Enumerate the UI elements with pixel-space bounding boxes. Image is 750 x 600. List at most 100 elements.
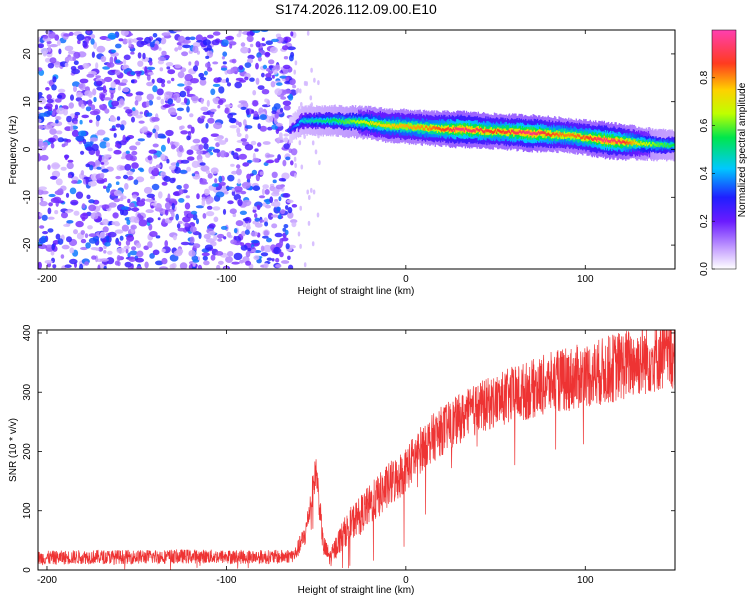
noise-blob [271, 258, 275, 262]
noise-blob [191, 173, 196, 177]
ridge-cell [311, 119, 314, 122]
noise-blob [149, 231, 158, 237]
noise-blob [88, 233, 97, 238]
ridge-cell [461, 127, 463, 131]
ridge-cell [357, 120, 359, 126]
noise-blob [71, 68, 80, 75]
noise-blob [100, 172, 105, 179]
noise-blob [135, 94, 142, 102]
noise-blob [38, 112, 48, 117]
ridge-cell [607, 139, 610, 143]
noise-blob [55, 233, 61, 240]
noise-blob [115, 123, 122, 128]
ridge-cell [493, 130, 496, 133]
noise-blob [81, 203, 86, 209]
colorbar-ticks: 0.0 0.2 0.4 0.6 0.8 [699, 70, 715, 276]
spectrogram-ylabel: Frequency (Hz) [8, 116, 19, 185]
noise-blob [265, 76, 273, 82]
noise-blob [55, 178, 63, 186]
ridge-cell [503, 131, 505, 134]
snr-ytick-label: 400 [22, 324, 33, 341]
noise-blob [81, 114, 89, 119]
noise-blob [80, 230, 86, 235]
noise-blob [252, 116, 260, 120]
noise-blob [283, 224, 289, 229]
ridge-cell [441, 125, 443, 131]
noise-blob [150, 175, 156, 180]
noise-blob [168, 165, 176, 171]
noise-blob [39, 200, 48, 207]
noise-blob [109, 116, 117, 123]
ridge-cell [477, 128, 479, 132]
noise-blob [106, 257, 115, 265]
noise-blob [119, 98, 125, 105]
noise-blob [288, 94, 294, 101]
ridge-cell [310, 120, 313, 123]
ridge-cell [450, 128, 453, 132]
noise-blob [212, 61, 219, 65]
noise-blob [85, 163, 91, 168]
ridge-cell [374, 122, 376, 125]
noise-blob [165, 61, 174, 67]
noise-blob [261, 188, 265, 196]
ridge-cell [298, 120, 301, 126]
ridge-cell [425, 125, 428, 131]
noise-blob [238, 30, 242, 35]
noise-blob [43, 124, 53, 130]
noise-blob [207, 117, 215, 124]
ridge-cell [472, 129, 474, 132]
noise-blob [310, 187, 313, 193]
colorbar-gradient [711, 29, 737, 270]
noise-blob [273, 103, 281, 110]
ridge-cell [667, 143, 669, 149]
noise-blob [118, 38, 124, 42]
noise-blob [199, 181, 209, 185]
noise-blob [205, 55, 210, 60]
noise-blob [196, 149, 203, 155]
noise-blob [80, 238, 87, 244]
ridge-cell [410, 123, 413, 130]
noise-blob [273, 246, 281, 255]
ridge-cell [672, 143, 674, 147]
noise-blob [238, 100, 248, 104]
noise-blob [308, 195, 311, 200]
noise-blob [271, 38, 279, 43]
noise-blob [41, 214, 48, 221]
noise-blob [136, 266, 143, 269]
noise-blob [215, 142, 220, 148]
ridge-cell [533, 132, 535, 135]
noise-blob [131, 116, 135, 123]
noise-blob [69, 258, 78, 265]
ridge-cell [646, 143, 648, 147]
ridge-cell [512, 129, 514, 133]
ridge-cell [616, 137, 618, 144]
ridge-cell [490, 130, 492, 133]
ridge-cell [615, 136, 617, 143]
ridge-cell [351, 120, 354, 123]
ridge-cell [642, 142, 644, 145]
ridge-cell [665, 142, 667, 148]
noise-blob [88, 181, 97, 187]
noise-blob [210, 88, 216, 96]
noise-blob [89, 164, 94, 171]
noise-blob [235, 220, 244, 227]
ridge-cell [385, 123, 387, 130]
ridge-cell [632, 142, 635, 145]
noise-blob [175, 162, 180, 168]
ridge-cell [390, 125, 392, 129]
ridge-cell [543, 131, 545, 135]
ridge-cell [332, 118, 334, 121]
noise-blob [77, 39, 81, 45]
noise-blob [188, 250, 196, 257]
noise-blob [233, 228, 238, 234]
ridge-cell [456, 127, 458, 131]
noise-blob [262, 64, 268, 70]
ridge-cell [633, 140, 636, 143]
noise-blob [84, 90, 93, 97]
ridge-cell [563, 134, 566, 138]
ridge-cell [522, 130, 525, 133]
ridge-cell [653, 142, 655, 148]
ridge-cell [546, 133, 548, 136]
noise-blob [317, 80, 320, 86]
noise-blob [47, 216, 55, 220]
